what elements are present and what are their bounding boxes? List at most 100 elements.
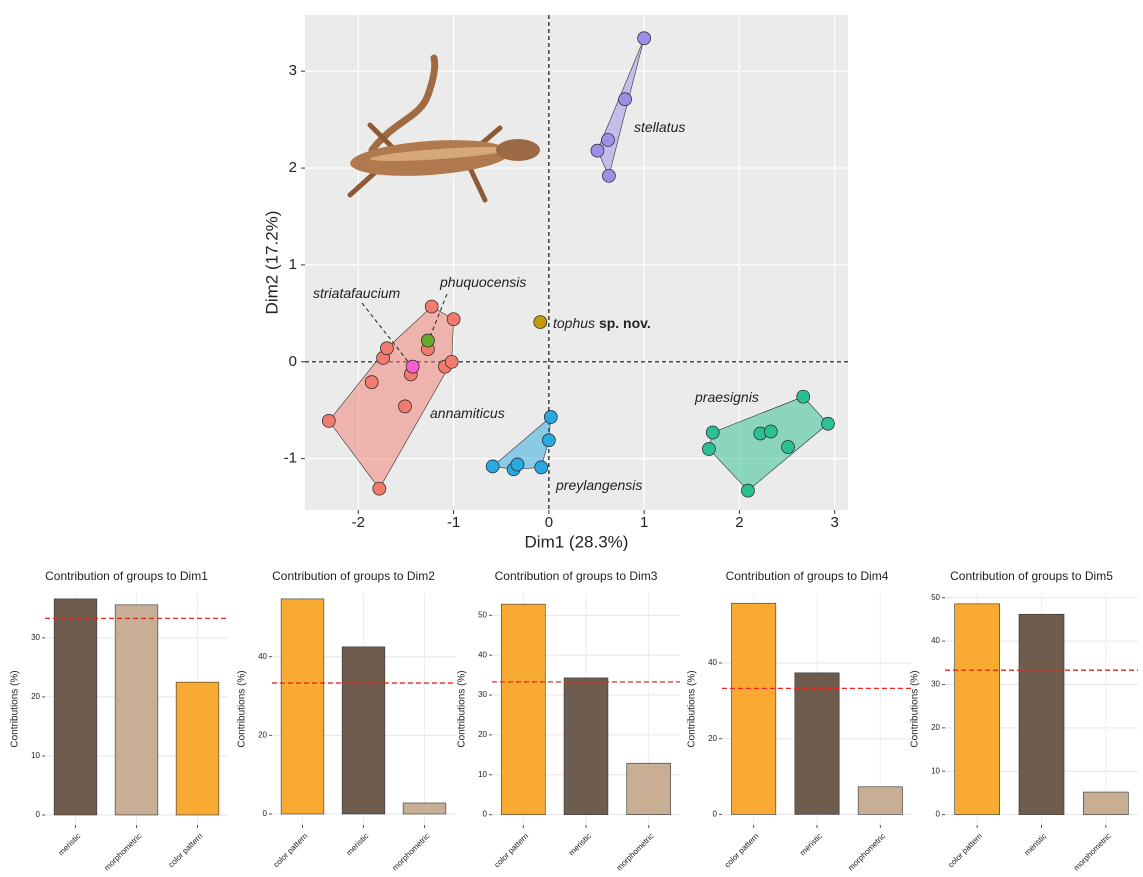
point — [399, 400, 412, 413]
bar — [501, 604, 545, 814]
point — [741, 484, 754, 497]
point — [535, 461, 548, 474]
point — [486, 460, 499, 473]
bar — [1019, 614, 1064, 814]
bar — [858, 787, 902, 815]
point — [706, 426, 719, 439]
chart-title: Contribution of groups to Dim3 — [495, 569, 658, 583]
point — [591, 144, 604, 157]
bar — [795, 673, 839, 815]
point — [544, 411, 557, 424]
y-tick-label: 40 — [931, 636, 940, 645]
y-tick-label: 40 — [708, 658, 717, 667]
group-label: striatafaucium — [313, 285, 400, 301]
y-tick-label: 40 — [258, 652, 267, 661]
group-label: phuquocensis — [439, 274, 526, 290]
y-tick-label: 30 — [31, 633, 40, 642]
y-tick-label: 3 — [289, 62, 297, 79]
point — [447, 313, 460, 326]
y-tick-label: 40 — [478, 650, 487, 659]
figure: -2-10123-10123Dim1 (28.3%)Dim2 (17.2%)an… — [0, 0, 1143, 877]
point — [821, 417, 834, 430]
group-annotation: sp. nov. — [599, 315, 651, 331]
point — [373, 482, 386, 495]
y-tick-label: -1 — [284, 450, 297, 467]
x-tick-label: color pattern — [723, 832, 761, 870]
point — [365, 376, 378, 389]
y-tick-label: 20 — [931, 723, 940, 732]
bar — [564, 678, 608, 815]
y-tick-label: 20 — [258, 730, 267, 739]
y-tick-label: 30 — [931, 680, 940, 689]
y-tick-label: 10 — [31, 751, 40, 760]
x-tick-label: color pattern — [167, 832, 205, 870]
y-axis-title: Contributions (%) — [10, 670, 21, 747]
point — [797, 390, 810, 403]
x-tick-label: morphometric — [846, 832, 887, 873]
bar — [281, 599, 324, 814]
point — [445, 355, 458, 368]
group-name: annamiticus — [430, 405, 505, 421]
point — [702, 442, 715, 455]
y-tick-label: 0 — [289, 353, 297, 370]
group-label: tophus sp. nov. — [553, 315, 651, 331]
point — [601, 133, 614, 146]
bar — [403, 803, 446, 814]
chart-title: Contribution of groups to Dim2 — [272, 569, 435, 583]
group-label: preylangensis — [555, 477, 642, 493]
group-label: praesignis — [694, 389, 759, 405]
point — [602, 169, 615, 182]
x-tick-label: 3 — [830, 514, 838, 531]
y-tick-label: 20 — [708, 734, 717, 743]
point — [322, 414, 335, 427]
point — [542, 434, 555, 447]
y-tick-label: 0 — [483, 810, 488, 819]
y-axis-title: Contributions (%) — [457, 670, 468, 747]
y-tick-label: 2 — [289, 159, 297, 176]
bar — [1083, 792, 1128, 815]
x-tick-label: color pattern — [272, 832, 310, 870]
point — [764, 425, 777, 438]
chart-title: Contribution of groups to Dim1 — [45, 569, 208, 583]
bar — [732, 603, 776, 814]
point — [511, 458, 524, 471]
point — [534, 316, 547, 329]
point — [380, 342, 393, 355]
point — [638, 32, 651, 45]
point — [406, 360, 419, 373]
bar — [955, 604, 1000, 815]
y-axis-title: Contributions (%) — [237, 670, 248, 747]
x-tick-label: meristic — [798, 832, 824, 858]
x-tick-label: morphometric — [615, 832, 656, 873]
bar — [342, 647, 385, 814]
y-tick-label: 10 — [931, 766, 940, 775]
y-tick-label: 1 — [289, 256, 297, 273]
y-tick-label: 50 — [478, 610, 487, 619]
group-name: preylangensis — [555, 477, 642, 493]
y-tick-label: 0 — [263, 809, 268, 818]
y-tick-label: 0 — [713, 810, 718, 819]
x-tick-label: meristic — [1023, 832, 1049, 858]
group-name: stellatus — [634, 119, 685, 135]
chart-title: Contribution of groups to Dim4 — [726, 569, 889, 583]
x-tick-label: -2 — [352, 514, 365, 531]
y-tick-label: 0 — [36, 810, 41, 819]
x-axis-title: Dim1 (28.3%) — [525, 532, 629, 551]
x-tick-label: 2 — [735, 514, 743, 531]
y-axis-title: Contributions (%) — [910, 670, 921, 747]
x-tick-label: meristic — [57, 832, 83, 858]
lizard-head — [496, 139, 540, 161]
y-tick-label: 10 — [478, 770, 487, 779]
bar — [627, 763, 671, 814]
point — [425, 300, 438, 313]
x-tick-label: -1 — [447, 514, 460, 531]
point — [781, 441, 794, 454]
bar — [115, 605, 158, 815]
bar — [54, 599, 97, 815]
y-tick-label: 30 — [478, 690, 487, 699]
group-label: stellatus — [634, 119, 685, 135]
bar — [176, 682, 219, 815]
point — [619, 93, 632, 106]
group-label: annamiticus — [430, 405, 505, 421]
y-tick-label: 50 — [931, 593, 940, 602]
